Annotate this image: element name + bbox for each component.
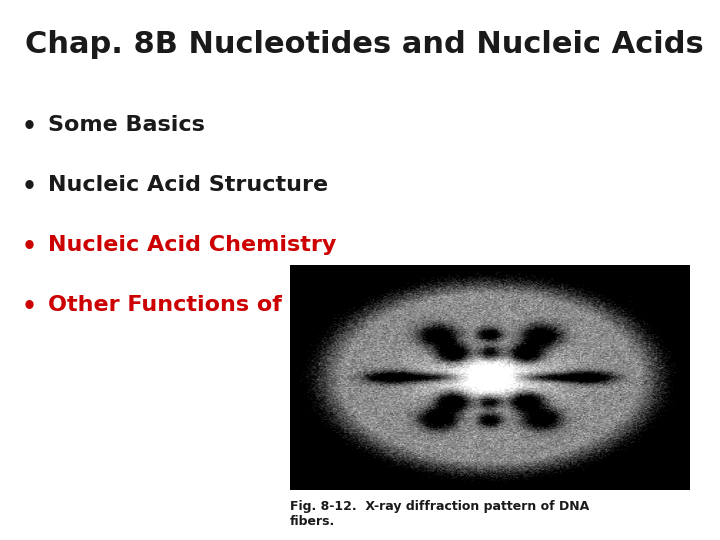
Text: Chap. 8B Nucleotides and Nucleic Acids: Chap. 8B Nucleotides and Nucleic Acids [25, 30, 703, 59]
Text: Nucleic Acid Structure: Nucleic Acid Structure [48, 175, 328, 195]
Text: •: • [22, 175, 37, 199]
Text: Fig. 8-12.  X-ray diffraction pattern of DNA
fibers.: Fig. 8-12. X-ray diffraction pattern of … [290, 500, 589, 528]
Text: Some Basics: Some Basics [48, 115, 205, 135]
Text: •: • [22, 115, 37, 139]
Text: Other Functions of Nucleotides: Other Functions of Nucleotides [48, 295, 438, 315]
Text: •: • [22, 235, 37, 259]
Text: •: • [22, 295, 37, 319]
Text: Nucleic Acid Chemistry: Nucleic Acid Chemistry [48, 235, 336, 255]
